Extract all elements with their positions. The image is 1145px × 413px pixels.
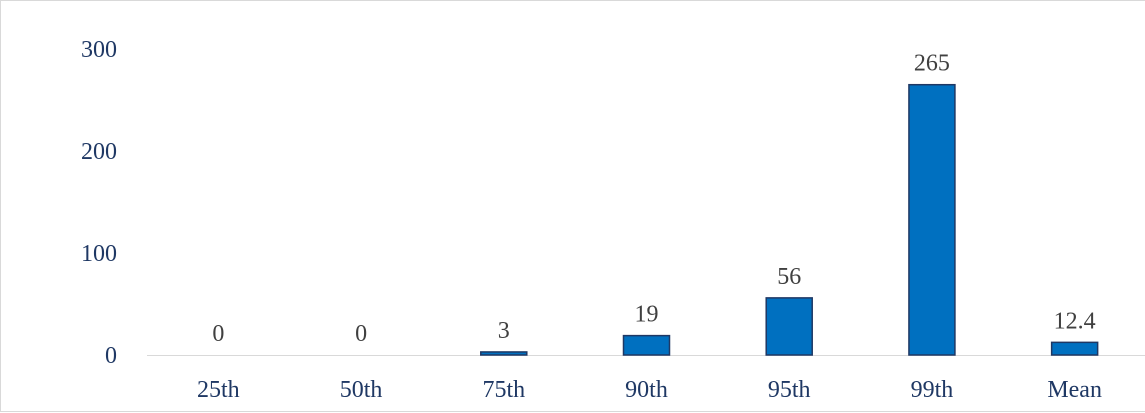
x-tick-label-50th: 50th — [340, 377, 383, 403]
data-label-90th: 19 — [635, 302, 659, 328]
data-label-95th: 56 — [777, 264, 801, 290]
data-label-99th: 265 — [914, 51, 950, 77]
data-labels: 0 0 3 19 56 265 12.4 — [212, 51, 1095, 347]
y-tick-label: 300 — [81, 37, 117, 63]
bar-99th — [908, 83, 956, 356]
data-label-75th: 3 — [498, 318, 510, 344]
x-tick-label-mean: Mean — [1047, 377, 1102, 403]
data-label-25th: 0 — [212, 321, 224, 347]
bar-95th — [765, 297, 813, 356]
bar-75th — [480, 351, 528, 356]
data-label-mean: 12.4 — [1054, 308, 1096, 334]
data-label-50th: 0 — [355, 321, 367, 347]
y-tick-label: 100 — [81, 241, 117, 267]
x-tick-label-95th: 95th — [768, 377, 811, 403]
bar-mean — [1050, 341, 1099, 356]
x-axis: 25th 50th 75th 90th 95th 99th Mean — [197, 377, 1102, 403]
x-tick-label-99th: 99th — [911, 377, 954, 403]
x-tick-label-25th: 25th — [197, 377, 240, 403]
x-tick-label-75th: 75th — [482, 377, 525, 403]
y-axis: 0 100 200 300 — [81, 37, 117, 369]
y-tick-label: 0 — [105, 343, 117, 369]
x-tick-label-90th: 90th — [625, 377, 668, 403]
bar-series — [480, 83, 1099, 356]
bar-90th — [622, 334, 671, 356]
y-tick-label: 200 — [81, 139, 117, 165]
